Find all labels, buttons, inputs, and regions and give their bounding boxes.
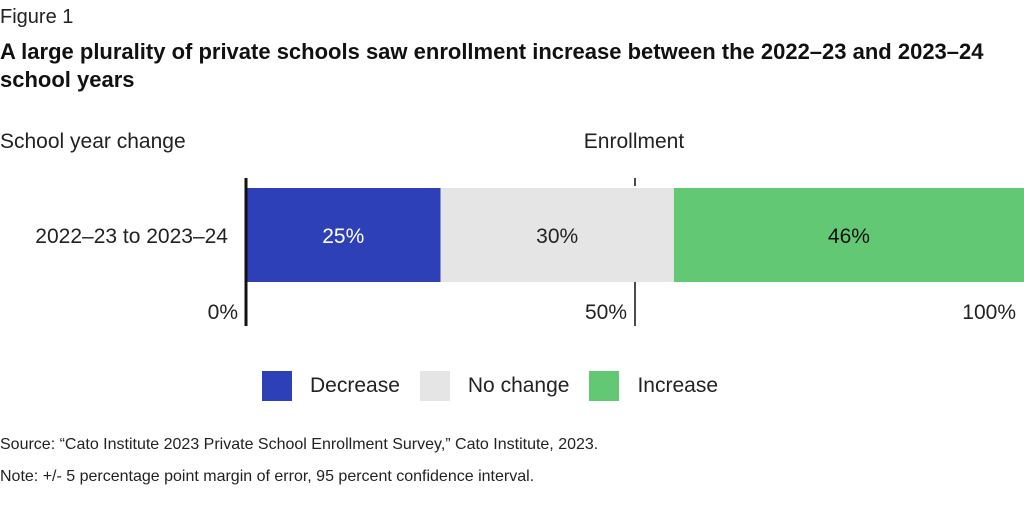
- bar-increase: [673, 188, 1024, 282]
- data-label-no-change: 30%: [536, 225, 578, 248]
- legend-label: Decrease: [310, 374, 400, 397]
- chart-plot: School year change Enrollment 25% 30% 46% …: [0, 130, 1024, 326]
- legend-label: No change: [467, 374, 570, 397]
- tick-group: 0% 50% 100%: [208, 178, 1016, 326]
- legend-item-decrease: Decrease: [262, 371, 400, 401]
- legend-swatch: [589, 371, 620, 401]
- legend-item-increase: Increase: [589, 371, 718, 401]
- legend-swatch: [262, 371, 292, 401]
- x-tick-label: 50%: [585, 301, 627, 324]
- figure-label: Figure 1: [0, 6, 74, 28]
- bar-no-change: [440, 188, 674, 282]
- y-axis-label: School year change: [0, 130, 186, 153]
- x-tick-label: 0%: [208, 301, 238, 324]
- margin-of-error-note: Note: +/- 5 percentage point margin of e…: [0, 468, 535, 485]
- category-label-group: 2022–23 to 2023–24: [35, 225, 228, 248]
- legend: Decrease No change Increase: [262, 370, 738, 402]
- bars-group: 25% 30% 46%: [246, 188, 1024, 282]
- data-label-increase: 46%: [828, 225, 870, 248]
- legend-label: Increase: [637, 374, 719, 397]
- x-axis-label: Enrollment: [584, 130, 685, 153]
- bar-decrease: [246, 188, 441, 282]
- category-label: 2022–23 to 2023–24: [35, 225, 228, 248]
- legend-item-no-change: No change: [419, 371, 570, 401]
- data-label-decrease: 25%: [322, 225, 364, 248]
- x-tick-label: 100%: [962, 301, 1016, 324]
- source-note: Source: “Cato Institute 2023 Private Sch…: [0, 436, 599, 453]
- legend-swatch: [419, 371, 450, 401]
- chart-title: A large plurality of private schools saw…: [0, 39, 984, 92]
